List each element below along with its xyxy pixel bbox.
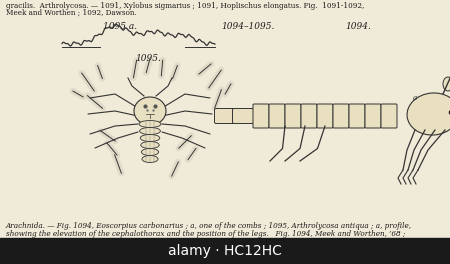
FancyBboxPatch shape	[253, 104, 269, 128]
Text: alamy · HC12HC: alamy · HC12HC	[168, 244, 282, 258]
FancyBboxPatch shape	[301, 104, 317, 128]
Text: Meek and Worthen ; 1092, Dawson.: Meek and Worthen ; 1092, Dawson.	[6, 9, 137, 17]
Ellipse shape	[140, 134, 160, 142]
Text: 1094.: 1094.	[345, 22, 371, 31]
FancyBboxPatch shape	[381, 104, 397, 128]
Ellipse shape	[142, 155, 158, 163]
Text: gracilis.  Arthrolycosa. — 1091, Xylobus sigmarius ; 1091, Hoplischus elongatus.: gracilis. Arthrolycosa. — 1091, Xylobus …	[6, 2, 364, 10]
Ellipse shape	[407, 93, 450, 135]
FancyBboxPatch shape	[269, 104, 285, 128]
FancyBboxPatch shape	[365, 104, 381, 128]
Bar	[0, 238, 450, 264]
Ellipse shape	[443, 77, 450, 91]
FancyBboxPatch shape	[233, 109, 253, 124]
Text: Arachnida. — Fig. 1094, Eoscorpius carbonarius ; a, one of the combs ; 1095, Art: Arachnida. — Fig. 1094, Eoscorpius carbo…	[6, 222, 412, 230]
FancyBboxPatch shape	[285, 104, 301, 128]
FancyBboxPatch shape	[349, 104, 365, 128]
Ellipse shape	[141, 148, 158, 155]
FancyBboxPatch shape	[333, 104, 349, 128]
Ellipse shape	[139, 120, 161, 128]
FancyBboxPatch shape	[215, 109, 235, 124]
Text: showing the elevation of the cephalothorax and the position of the legs.   Fig. : showing the elevation of the cephalothor…	[6, 230, 405, 238]
Ellipse shape	[134, 97, 166, 125]
Ellipse shape	[140, 128, 160, 134]
Text: 1095.: 1095.	[135, 54, 161, 63]
Ellipse shape	[141, 142, 159, 148]
Text: a: a	[413, 94, 417, 102]
Text: 1094–1095.: 1094–1095.	[221, 22, 274, 31]
FancyBboxPatch shape	[317, 104, 333, 128]
Text: 1095 a.: 1095 a.	[103, 22, 137, 31]
